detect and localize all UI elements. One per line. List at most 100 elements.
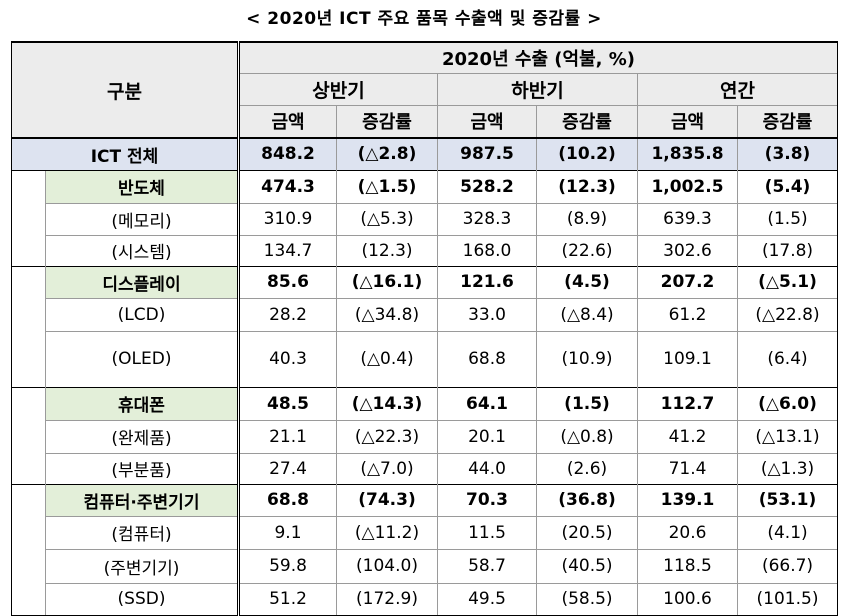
cell-value: 40.3 xyxy=(237,330,337,387)
indent-cell xyxy=(11,386,46,484)
cell-value: (172.9) xyxy=(336,582,438,616)
group-row: 반도체 474.3 (△1.5) 528.2 (12.3) 1,002.5 (5.4) xyxy=(11,169,838,266)
cell-value: 474.3 xyxy=(237,169,337,203)
cell-value: (10.9) xyxy=(536,330,638,387)
item-row: (부분품) 27.4 (△7.0) 44.0 (2.6) 71.4 (△1.3) xyxy=(12,452,838,484)
cell-value: 49.5 xyxy=(437,582,537,616)
table-title: < 2020년 ICT 주요 품목 수출액 및 증감률 > xyxy=(246,9,602,29)
cell-value: (5.4) xyxy=(737,169,838,203)
cell-value: 71.4 xyxy=(637,452,738,484)
cell-value: 51.2 xyxy=(237,582,337,616)
cell-value: (△5.3) xyxy=(336,202,438,235)
indent-cell xyxy=(11,483,46,616)
group-label: 휴대폰 xyxy=(45,386,239,420)
cell-value: 302.6 xyxy=(637,234,738,266)
cell-value: 139.1 xyxy=(637,483,738,516)
item-label: (컴퓨터) xyxy=(45,515,239,549)
cell-value: (△8.4) xyxy=(536,297,638,331)
cell-value: (△1.5) xyxy=(336,169,438,203)
cell-value: 328.3 xyxy=(437,202,537,235)
cell-value: 59.8 xyxy=(237,548,337,583)
cell-value: (22.6) xyxy=(536,234,638,266)
item-row: (시스템) 134.7 (12.3) 168.0 (22.6) 302.6 (17.8) xyxy=(12,234,838,266)
cell-value: 134.7 xyxy=(237,234,337,266)
cell-value: 68.8 xyxy=(437,330,537,387)
item-label: (주변기기) xyxy=(45,548,239,583)
item-label: (OLED) xyxy=(45,330,239,387)
row-label: ICT 전체 xyxy=(11,137,239,170)
cell-value: 85.6 xyxy=(237,265,337,298)
cell-value: (△1.3) xyxy=(737,452,838,484)
cell-value: (58.5) xyxy=(536,582,638,616)
change-header-annual: 증감률 xyxy=(737,104,838,138)
period-header-h2: 하반기 xyxy=(437,72,638,105)
item-row: (완제품) 21.1 (△22.3) 20.1 (△0.8) 41.2 (△13.1) xyxy=(12,419,838,453)
cell-value: 1,835.8 xyxy=(637,137,738,170)
item-label: (완제품) xyxy=(45,419,239,453)
group-label: 반도체 xyxy=(45,169,239,203)
cell-value: (△6.0) xyxy=(737,386,838,420)
cell-value: 310.9 xyxy=(237,202,337,235)
group-label: 컴퓨터·주변기기 xyxy=(45,483,239,516)
item-row: (컴퓨터) 9.1 (△11.2) 11.5 (20.5) 20.6 (4.1) xyxy=(12,515,838,549)
item-row: (주변기기) 59.8 (104.0) 58.7 (40.5) 118.5 (66.7) xyxy=(12,548,838,583)
item-label: (부분품) xyxy=(45,452,239,484)
amount-header-h2: 금액 xyxy=(437,104,537,138)
cell-value: (1.5) xyxy=(737,202,838,235)
cell-value: 61.2 xyxy=(637,297,738,331)
cell-value: (12.3) xyxy=(336,234,438,266)
cell-value: (20.5) xyxy=(536,515,638,549)
cell-value: 70.3 xyxy=(437,483,537,516)
category-header: 구분 xyxy=(11,41,239,138)
period-header-annual: 연간 xyxy=(637,72,838,105)
cell-value: (△0.4) xyxy=(336,330,438,387)
group-label: 디스플레이 xyxy=(45,265,239,298)
cell-value: (△7.0) xyxy=(336,452,438,484)
cell-value: (8.9) xyxy=(536,202,638,235)
item-label: (메모리) xyxy=(45,202,239,235)
item-row: (OLED) 40.3 (△0.4) 68.8 (10.9) 109.1 (6.4) xyxy=(12,330,838,387)
cell-value: 41.2 xyxy=(637,419,738,453)
cell-value: 121.6 xyxy=(437,265,537,298)
export-header: 2020년 수출 (억불, %) xyxy=(237,41,838,73)
cell-value: 207.2 xyxy=(637,265,738,298)
cell-value: 112.7 xyxy=(637,386,738,420)
change-header-h2: 증감률 xyxy=(536,104,638,138)
item-label: (SSD) xyxy=(45,582,239,616)
cell-value: (△5.1) xyxy=(737,265,838,298)
cell-value: (53.1) xyxy=(737,483,838,516)
total-row: ICT 전체 848.2 (△2.8) 987.5 (10.2) 1,835.8… xyxy=(11,137,838,170)
cell-value: (4.1) xyxy=(737,515,838,549)
cell-value: (△11.2) xyxy=(336,515,438,549)
item-row: (SSD) 51.2 (172.9) 49.5 (58.5) 100.6 (101.5) xyxy=(12,582,838,616)
cell-value: 11.5 xyxy=(437,515,537,549)
cell-value: 1,002.5 xyxy=(637,169,738,203)
cell-value: 48.5 xyxy=(237,386,337,420)
cell-value: 848.2 xyxy=(237,137,337,170)
cell-value: (40.5) xyxy=(536,548,638,583)
cell-value: (△34.8) xyxy=(336,297,438,331)
cell-value: 9.1 xyxy=(237,515,337,549)
cell-value: 21.1 xyxy=(237,419,337,453)
cell-value: (4.5) xyxy=(536,265,638,298)
amount-header-annual: 금액 xyxy=(637,104,738,138)
item-row: (LCD) 28.2 (△34.8) 33.0 (△8.4) 61.2 (△22.8) xyxy=(12,297,838,331)
cell-value: (3.8) xyxy=(737,137,838,170)
cell-value: (10.2) xyxy=(536,137,638,170)
cell-value: 168.0 xyxy=(437,234,537,266)
cell-value: (12.3) xyxy=(536,169,638,203)
cell-value: (6.4) xyxy=(737,330,838,387)
cell-value: 20.6 xyxy=(637,515,738,549)
cell-value: 64.1 xyxy=(437,386,537,420)
cell-value: 109.1 xyxy=(637,330,738,387)
cell-value: (△14.3) xyxy=(336,386,438,420)
item-label: (시스템) xyxy=(45,234,239,266)
table-body: 구분 2020년 수출 (억불, %) 상반기 하반기 연간 금액 증감률 금액… xyxy=(11,41,838,616)
cell-value: 639.3 xyxy=(637,202,738,235)
cell-value: (104.0) xyxy=(336,548,438,583)
cell-value: (1.5) xyxy=(536,386,638,420)
cell-value: (2.6) xyxy=(536,452,638,484)
item-row: (메모리) 310.9 (△5.3) 328.3 (8.9) 639.3 (1.5) xyxy=(12,202,838,235)
amount-header-h1: 금액 xyxy=(237,104,337,138)
cell-value: (101.5) xyxy=(737,582,838,616)
